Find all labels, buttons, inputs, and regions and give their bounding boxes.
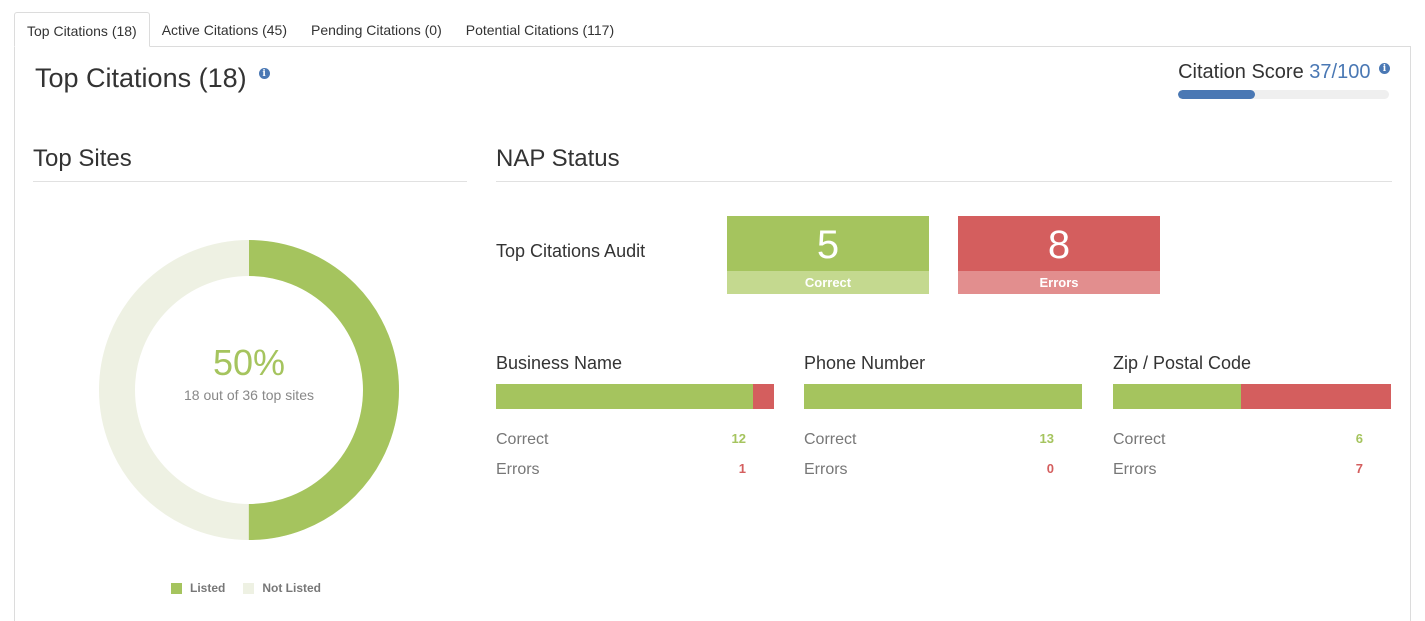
tab-potential-citations[interactable]: Potential Citations (117) — [465, 22, 615, 38]
tab-active-citations[interactable]: Active Citations (45) — [161, 22, 287, 38]
nap-field-title: Zip / Postal Code — [1113, 353, 1252, 373]
nap-correct-count: 6 — [1355, 431, 1363, 446]
nap-bar-errors-segment — [752, 384, 774, 409]
nap-errors-count: 7 — [1355, 461, 1363, 476]
legend-item-listed: Listed — [171, 581, 225, 595]
tab-top-citations[interactable]: Top Citations (18) — [14, 12, 150, 47]
legend-swatch-listed — [171, 582, 182, 594]
nap-errors-label: Errors — [496, 461, 540, 478]
listed-percent: 50% — [212, 342, 286, 383]
nap-correct-row: Correct 13 — [804, 431, 1054, 449]
donut-center: 50% 18 out of 36 top sites — [99, 342, 399, 404]
nap-field-title: Phone Number — [804, 353, 926, 373]
nap-correct-label: Correct — [496, 431, 549, 448]
nap-bar-errors-segment — [1241, 384, 1391, 409]
legend-swatch-not-listed — [243, 582, 255, 594]
nap-field-zip-postal-code: Zip / Postal Code Correct 6 Errors 7 — [1113, 353, 1393, 479]
page-title: Top Citations (18) i — [35, 63, 270, 94]
audit-correct-count: 5 — [727, 216, 929, 271]
citation-score: Citation Score 37/100 i — [1178, 61, 1390, 99]
nap-field-business-name: Business Name Correct 12 Errors 1 — [496, 353, 776, 479]
nap-field-bar — [804, 384, 1082, 409]
donut-legend: Listed Not Listed — [171, 581, 339, 595]
audit-label: Top Citations Audit — [496, 241, 646, 261]
tab-panel: Top Citations (18) i Citation Score 37/1… — [14, 46, 1411, 621]
nap-correct-label: Correct — [1113, 431, 1166, 448]
nap-field-phone-number: Phone Number Correct 13 Errors 0 — [804, 353, 1084, 479]
nap-correct-count: 13 — [1039, 431, 1054, 446]
citation-score-text: Citation Score 37/100 i — [1178, 61, 1390, 84]
nap-errors-row: Errors 1 — [496, 461, 746, 479]
nap-bar-correct-segment — [1113, 384, 1242, 409]
citation-score-value: 37/100 — [1309, 61, 1371, 83]
nap-correct-count: 12 — [731, 431, 746, 446]
nap-errors-row: Errors 0 — [804, 461, 1054, 479]
top-sites-donut-chart — [99, 240, 399, 540]
nap-field-bar — [1113, 384, 1391, 409]
legend-item-not-listed: Not Listed — [243, 581, 321, 595]
top-sites-title: Top Sites — [33, 145, 467, 182]
nap-errors-row: Errors 7 — [1113, 461, 1363, 479]
listed-summary: 18 out of 36 top sites — [184, 387, 314, 403]
nap-errors-label: Errors — [804, 461, 848, 478]
nap-correct-row: Correct 12 — [496, 431, 746, 449]
donut-listed-segment — [99, 240, 399, 540]
citation-score-bar-fill — [1178, 90, 1255, 99]
citation-score-bar — [1178, 90, 1389, 99]
legend-label-listed: Listed — [190, 581, 226, 595]
legend-label-not-listed: Not Listed — [262, 581, 322, 595]
nap-bar-correct-segment — [804, 384, 1082, 409]
info-icon[interactable]: i — [258, 68, 270, 79]
audit-correct-label: Correct — [727, 271, 929, 294]
nap-errors-label: Errors — [1113, 461, 1157, 478]
nap-correct-label: Correct — [804, 431, 857, 448]
nap-field-bar — [496, 384, 774, 409]
citation-tabs: Top Citations (18) Active Citations (45)… — [14, 12, 626, 47]
audit-correct-box[interactable]: 5 Correct — [727, 216, 929, 294]
audit-errors-count: 8 — [958, 216, 1160, 271]
nap-errors-count: 0 — [1046, 461, 1054, 476]
audit-errors-label: Errors — [958, 271, 1160, 294]
page-title-text: Top Citations (18) — [35, 63, 247, 93]
nap-status-title: NAP Status — [496, 145, 1392, 182]
tab-pending-citations[interactable]: Pending Citations (0) — [311, 22, 442, 38]
audit-errors-box[interactable]: 8 Errors — [958, 216, 1160, 294]
nap-bar-correct-segment — [496, 384, 753, 409]
info-icon[interactable]: i — [1379, 63, 1390, 74]
citation-score-label: Citation Score — [1178, 61, 1304, 83]
nap-correct-row: Correct 6 — [1113, 431, 1363, 449]
nap-field-title: Business Name — [496, 353, 623, 373]
nap-errors-count: 1 — [738, 461, 746, 476]
